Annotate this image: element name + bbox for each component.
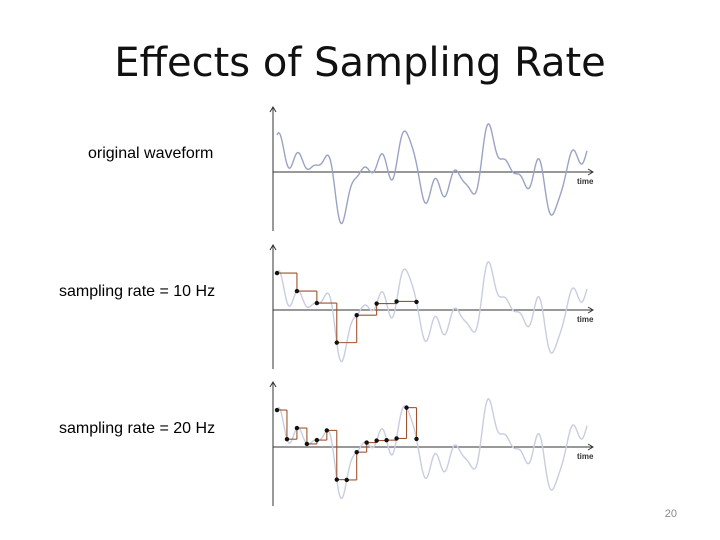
waveform-line: [276, 261, 588, 363]
sample-point: [394, 299, 399, 304]
sample-point: [394, 436, 399, 441]
y-axis-arrow-icon: [269, 106, 277, 113]
row-label-original: original waveform: [88, 145, 214, 162]
x-axis-label: time: [577, 452, 594, 461]
sample-point: [294, 288, 300, 294]
original-waveform-panel: time: [269, 106, 594, 231]
sample-point: [324, 428, 330, 433]
sampling-10hz-panel: time: [269, 244, 594, 369]
x-axis-arrow-icon: [587, 306, 594, 314]
sample-point: [384, 437, 389, 443]
x-axis-arrow-icon: [587, 443, 594, 451]
row-label-10hz: sampling rate = 10 Hz: [59, 283, 216, 300]
sample-point: [404, 405, 409, 410]
sample-point: [344, 477, 349, 483]
x-axis-label: time: [577, 315, 594, 324]
row-label-20hz: sampling rate = 20 Hz: [59, 420, 216, 437]
x-axis-arrow-icon: [587, 168, 594, 176]
sample-point: [354, 312, 359, 318]
slide-number: 20: [664, 508, 677, 520]
sample-point: [414, 299, 419, 305]
sample-point: [314, 300, 320, 306]
sample-point: [364, 440, 369, 445]
slide-title: Effects of Sampling Rate: [114, 40, 606, 86]
sample-point: [314, 437, 320, 443]
sample-point: [414, 436, 419, 442]
sample-point: [304, 441, 310, 447]
waveform-line: [276, 398, 588, 500]
sampling-20hz-panel: time: [269, 381, 594, 506]
sample-point: [274, 407, 280, 413]
sample-point: [374, 301, 379, 306]
sample-point: [274, 270, 280, 276]
sample-point: [354, 449, 359, 455]
x-axis-label: time: [577, 177, 594, 186]
sample-point: [334, 340, 339, 345]
y-axis-arrow-icon: [269, 381, 277, 388]
sample-point: [284, 436, 290, 442]
waveform-line: [276, 123, 588, 225]
sample-point: [334, 477, 339, 482]
sample-point: [294, 425, 300, 431]
sample-point: [374, 438, 379, 443]
y-axis-arrow-icon: [269, 244, 277, 251]
